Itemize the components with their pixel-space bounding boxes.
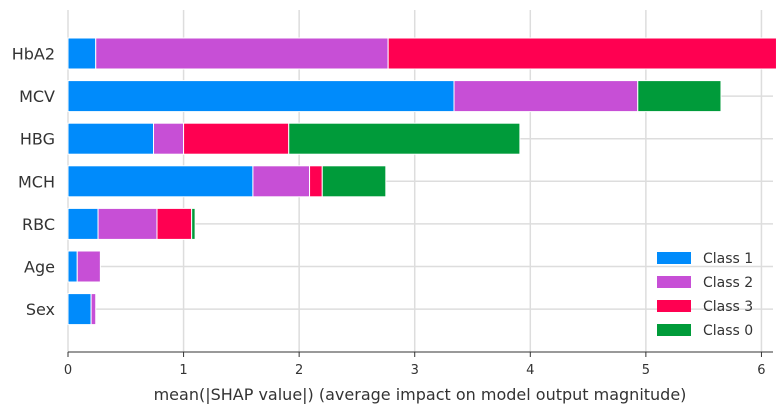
bar-segment <box>183 122 290 155</box>
bar-segment <box>309 165 323 198</box>
category-label: Sex <box>26 300 55 319</box>
x-axis-title: mean(|SHAP value|) (average impact on mo… <box>154 385 687 404</box>
x-tick-label: 3 <box>411 363 419 378</box>
legend-label: Class 3 <box>703 299 753 315</box>
category-labels: HbA2 MCV HBG MCH RBC Age Sex <box>12 45 55 320</box>
bar-segment <box>387 37 777 70</box>
legend-label: Class 2 <box>703 275 753 291</box>
legend: Class 1 Class 2 Class 3 Class 0 <box>657 251 753 339</box>
bar-segment <box>637 80 722 113</box>
x-tick-label: 2 <box>295 363 303 378</box>
bar-segment <box>156 207 193 240</box>
bar-segment <box>76 250 101 283</box>
bar-segment <box>67 293 92 326</box>
legend-swatch <box>657 276 691 288</box>
bars <box>67 37 777 326</box>
bar-segment <box>321 165 387 198</box>
bar-segment <box>288 122 521 155</box>
bar-segment <box>252 165 311 198</box>
x-tick-label: 5 <box>642 363 650 378</box>
category-label: HbA2 <box>12 45 55 64</box>
bar-segment <box>67 165 254 198</box>
x-tick-label: 1 <box>179 363 187 378</box>
bar-segment <box>95 37 389 70</box>
bar-segment <box>191 207 196 240</box>
legend-swatch <box>657 300 691 312</box>
legend-swatch <box>657 324 691 336</box>
bar-segment <box>67 122 155 155</box>
x-tick-label: 0 <box>64 363 72 378</box>
bar-segment <box>97 207 158 240</box>
legend-label: Class 1 <box>703 251 753 267</box>
bar-segment <box>453 80 639 113</box>
legend-label: Class 0 <box>703 323 753 339</box>
category-label: Age <box>24 258 55 277</box>
category-label: MCV <box>19 87 55 106</box>
bar-segment <box>67 207 99 240</box>
bar-segment <box>67 250 78 283</box>
legend-swatch <box>657 252 691 264</box>
x-tick-label: 4 <box>526 363 534 378</box>
bar-segment <box>67 37 97 70</box>
category-label: HBG <box>20 130 55 149</box>
category-label: MCH <box>18 172 55 191</box>
x-ticks: 0 1 2 3 4 5 6 <box>64 352 766 378</box>
bar-segment <box>67 80 455 113</box>
x-tick-label: 6 <box>757 363 765 378</box>
category-label: RBC <box>22 215 55 234</box>
bar-segment <box>90 293 97 326</box>
bar-segment <box>153 122 185 155</box>
